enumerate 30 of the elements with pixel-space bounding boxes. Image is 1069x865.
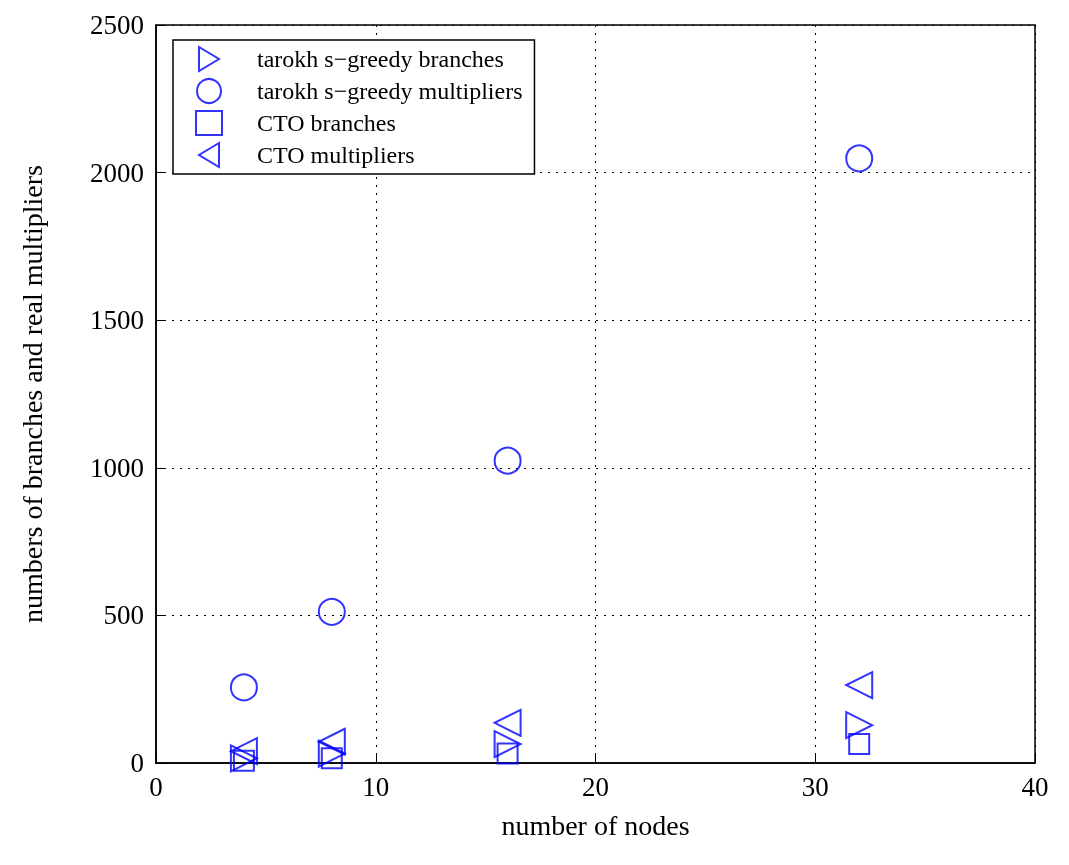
y-tick-label: 1000: [90, 452, 144, 483]
legend-label: CTO multipliers: [257, 142, 415, 168]
legend-label: CTO branches: [257, 110, 396, 136]
y-tick-label: 500: [103, 600, 144, 631]
x-axis-title: number of nodes: [501, 809, 690, 841]
y-axis-title: numbers of branches and real multipliers: [16, 165, 48, 623]
y-tick-label: 2500: [90, 10, 144, 40]
point: [229, 737, 258, 766]
y-tick-label: 2000: [90, 157, 144, 188]
point: [493, 446, 522, 475]
point: [317, 739, 346, 768]
point: [493, 708, 522, 737]
point: [848, 733, 871, 756]
point: [229, 673, 258, 702]
point: [317, 597, 346, 626]
point: [317, 727, 346, 756]
legend-label: tarokh s−greedy branches: [257, 46, 504, 72]
y-tick-label: 1500: [90, 305, 144, 336]
x-tick-label: 10: [362, 771, 390, 802]
x-tick-label: 30: [801, 771, 829, 802]
y-tick-label: 0: [130, 748, 144, 778]
point: [229, 744, 258, 773]
x-tick-label: 40: [1021, 771, 1049, 802]
point: [845, 671, 874, 700]
x-tick-label: 0: [149, 771, 163, 802]
point: [845, 144, 874, 173]
point: [493, 730, 522, 759]
x-tick-label: 20: [582, 771, 609, 802]
point: [845, 711, 874, 740]
legend-label: tarokh s−greedy multipliers: [257, 78, 523, 104]
